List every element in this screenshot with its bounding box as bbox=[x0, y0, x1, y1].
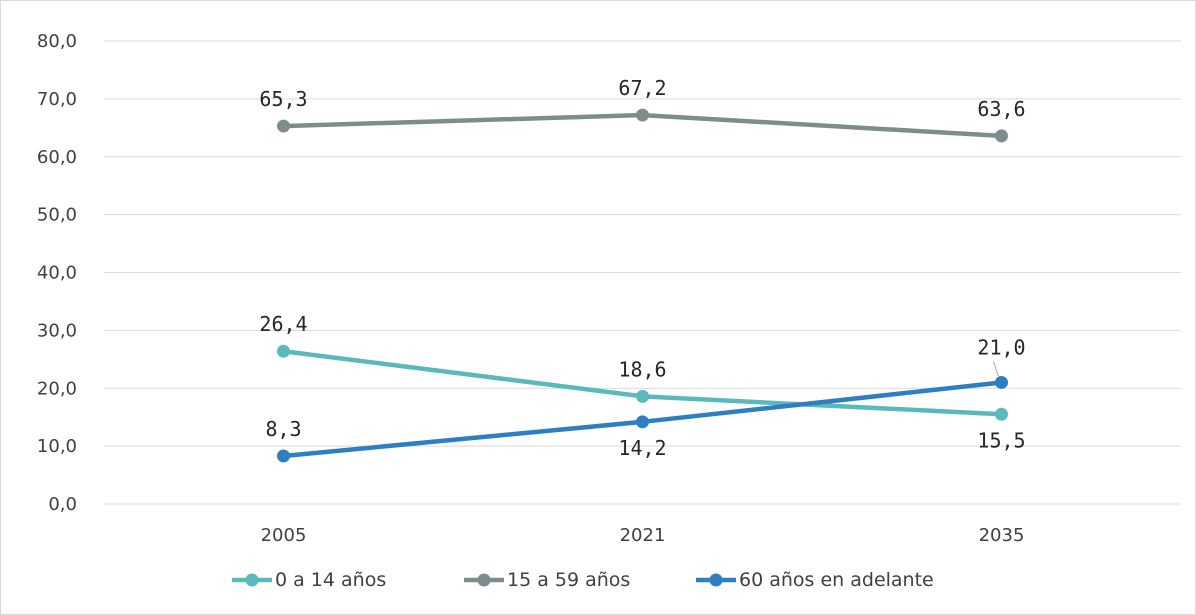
legend-swatch-marker bbox=[709, 573, 723, 587]
data-label: 65,3 bbox=[259, 87, 307, 111]
data-point bbox=[277, 119, 290, 133]
data-point bbox=[636, 389, 649, 403]
y-tick-label: 80,0 bbox=[37, 31, 77, 52]
legend-label: 15 a 59 años bbox=[507, 569, 630, 591]
data-label: 26,4 bbox=[259, 312, 307, 336]
data-point bbox=[277, 449, 290, 463]
data-point bbox=[995, 375, 1008, 389]
x-axis-ticks: 2005 2021 2035 bbox=[261, 525, 1025, 546]
y-tick-label: 10,0 bbox=[37, 436, 77, 457]
y-tick-label: 0,0 bbox=[48, 494, 77, 515]
legend: 0 a 14 años 15 a 59 años 60 años en adelan… bbox=[232, 569, 934, 591]
legend-item: 15 a 59 años bbox=[464, 569, 630, 591]
legend-label: 0 a 14 años bbox=[275, 569, 386, 591]
leader-line bbox=[993, 361, 999, 377]
data-label: 67,2 bbox=[618, 76, 666, 100]
data-point bbox=[636, 415, 649, 429]
data-label: 63,6 bbox=[977, 97, 1025, 121]
data-label: 14,2 bbox=[618, 436, 666, 460]
y-tick-label: 50,0 bbox=[37, 205, 77, 226]
data-point bbox=[995, 129, 1008, 143]
x-tick-label: 2021 bbox=[620, 525, 666, 546]
x-tick-label: 2035 bbox=[979, 525, 1025, 546]
legend-label: 60 años en adelante bbox=[739, 569, 934, 591]
y-tick-label: 40,0 bbox=[37, 263, 77, 284]
data-label: 18,6 bbox=[618, 357, 666, 381]
legend-item: 60 años en adelante bbox=[696, 569, 934, 591]
data-point bbox=[995, 407, 1008, 421]
y-axis-ticks: 0,0 10,0 20,0 30,0 40,0 50,0 60,0 70,0 80,0 bbox=[37, 31, 77, 515]
data-label: 21,0 bbox=[977, 335, 1025, 359]
data-point bbox=[636, 108, 649, 122]
y-tick-label: 30,0 bbox=[37, 320, 77, 341]
y-tick-label: 20,0 bbox=[37, 378, 77, 399]
data-point bbox=[277, 344, 290, 358]
x-tick-label: 2005 bbox=[261, 525, 307, 546]
y-tick-label: 60,0 bbox=[37, 147, 77, 168]
legend-swatch-marker bbox=[477, 573, 491, 587]
legend-swatch-marker bbox=[245, 573, 259, 587]
y-tick-label: 70,0 bbox=[37, 89, 77, 110]
legend-item: 0 a 14 años bbox=[232, 569, 386, 591]
gridlines bbox=[104, 40, 1181, 505]
series-lines bbox=[277, 108, 1008, 463]
data-labels: 26,4 18,6 15,5 65,3 67,2 63,6 8,3 14,2 21,0 bbox=[259, 76, 1025, 460]
data-label: 15,5 bbox=[977, 428, 1025, 452]
data-label: 8,3 bbox=[265, 417, 301, 441]
